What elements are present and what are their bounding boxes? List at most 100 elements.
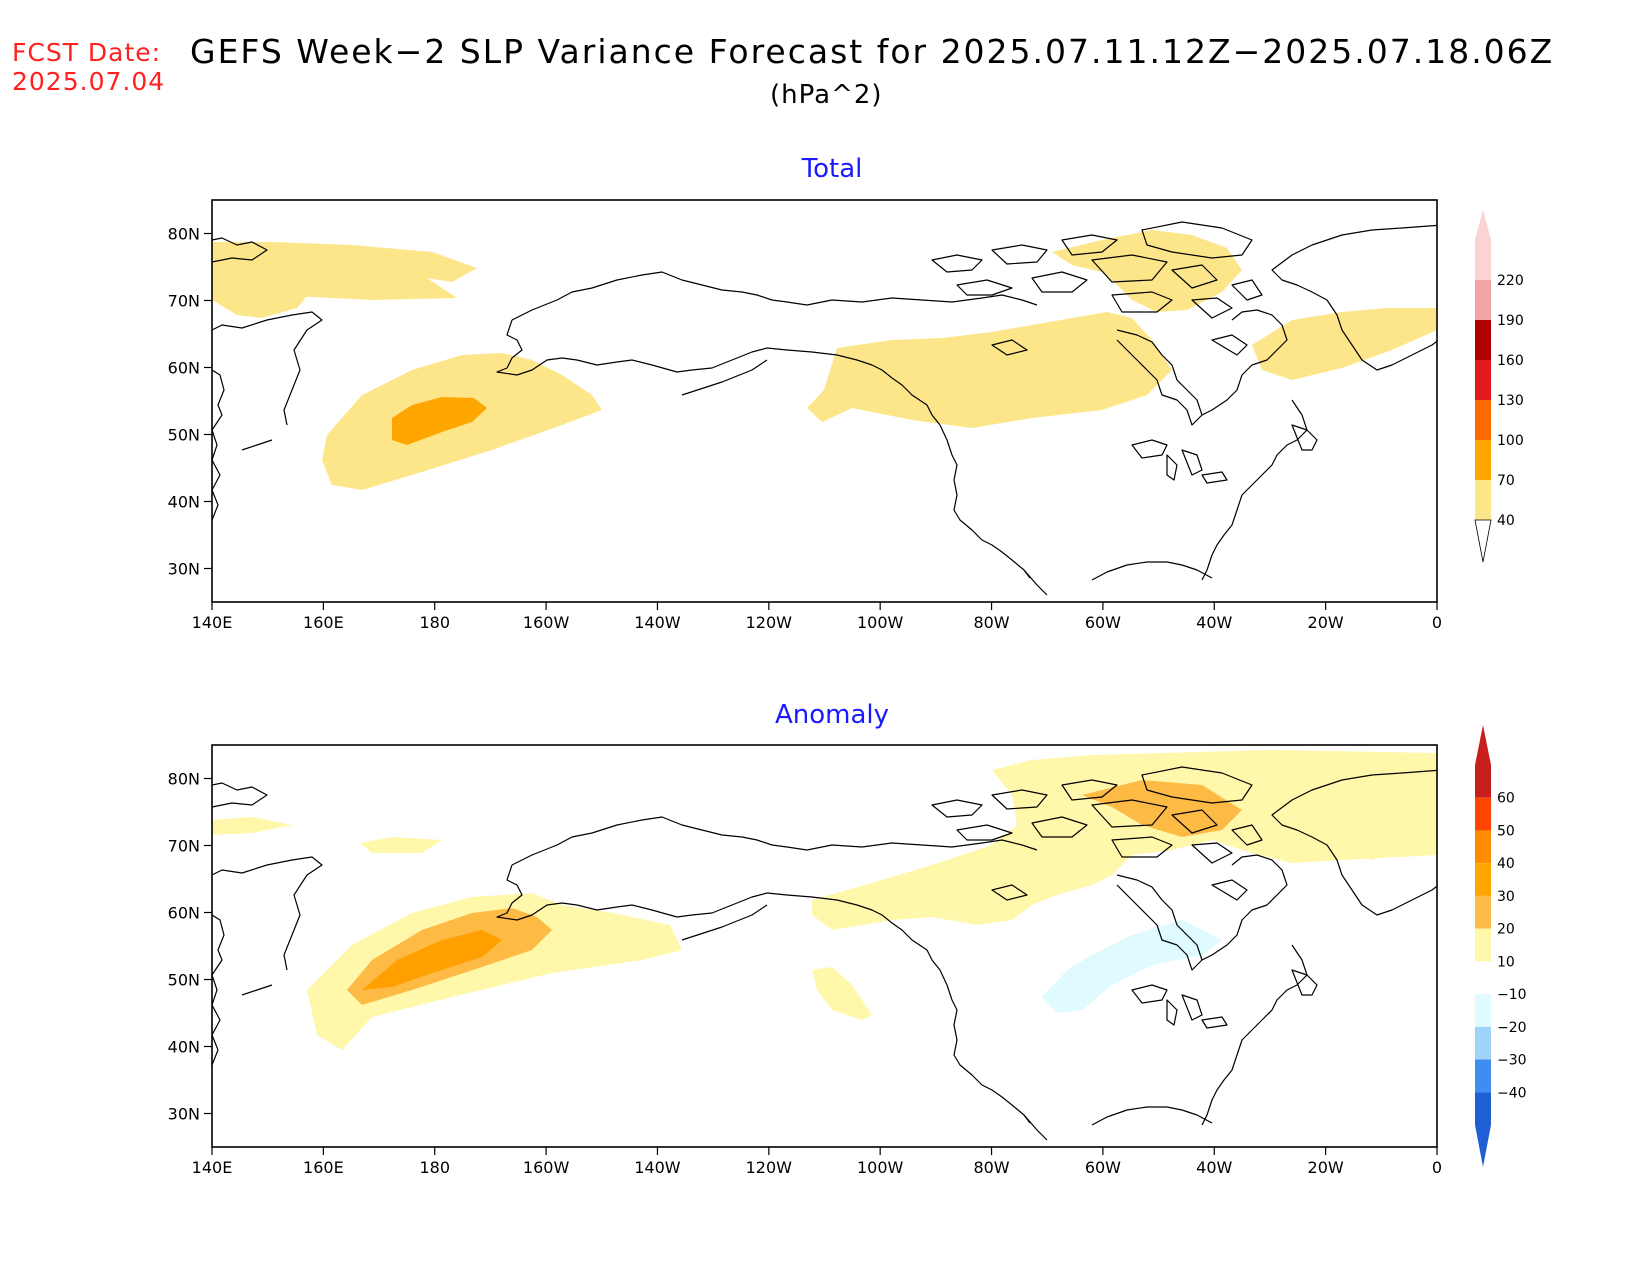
colorbar-anomaly-swatch <box>1475 928 1491 962</box>
anomaly-shading-30-40 <box>362 930 502 990</box>
colorbar-anomaly-swatch <box>1475 1026 1491 1060</box>
colorbar-total-label: 160 <box>1497 353 1524 369</box>
forecast-date-value: 2025.07.04 <box>12 67 166 96</box>
lat-tick-label: 70N <box>168 837 200 856</box>
lon-tick-label: 160W <box>523 1158 570 1177</box>
colorbar-total-swatch <box>1475 280 1491 320</box>
colorbar-anomaly-label: 30 <box>1497 889 1515 905</box>
lat-tick-label: 80N <box>168 770 200 789</box>
anomaly-shading-neg10-neg20 <box>1042 920 1222 1013</box>
lon-tick-label: 0 <box>1432 1158 1442 1177</box>
lon-tick-label: 40W <box>1196 613 1232 632</box>
colorbar-total-label: 130 <box>1497 393 1524 409</box>
lon-tick-label: 20W <box>1308 1158 1344 1177</box>
figure-units: (hPa^2) <box>770 80 883 110</box>
lon-tick-label: 140E <box>192 613 233 632</box>
lon-tick-label: 180 <box>419 1158 450 1177</box>
colorbar-anomaly-swatch <box>1475 863 1491 896</box>
lon-tick-label: 100W <box>857 613 904 632</box>
anomaly-shading-10-20 <box>212 750 1437 1050</box>
colorbar-total-lower-arrow <box>1474 519 1492 563</box>
colorbar-total-swatch <box>1475 320 1491 360</box>
panel-anomaly-title: Anomaly <box>775 700 889 730</box>
lon-tick-label: 160W <box>523 613 570 632</box>
lon-tick-label: 140W <box>634 1158 681 1177</box>
colorbar-total-upper-arrow <box>1475 210 1491 240</box>
colorbar-anomaly-swatch <box>1475 994 1491 1027</box>
lon-tick-label: 120W <box>746 613 793 632</box>
colorbar-total-swatch <box>1475 480 1491 520</box>
panel-anomaly-lon-labels: 140E 160E 180 160W 140W 120W 100W 80W 60W 40W 20W 0 <box>192 1147 1442 1177</box>
colorbar-total-label: 70 <box>1497 473 1515 489</box>
colorbar-total-labels: 40 70 100 130 160 190 220 <box>1497 273 1524 529</box>
colorbar-anomaly-swatches <box>1475 765 1491 1125</box>
figure-title: GEFS Week−2 SLP Variance Forecast for 20… <box>190 32 1555 71</box>
colorbar-anomaly-label: 20 <box>1497 922 1515 938</box>
colorbar-anomaly-labels: 60 50 40 30 20 10 −10 −20 −30 −40 <box>1497 791 1527 1102</box>
colorbar-anomaly-label: 10 <box>1497 954 1515 970</box>
panel-total-map: 140E 160E 180 160W 140W 120W 100W 80W 60W 40W 20W 0… <box>168 199 1442 632</box>
lat-tick-label: 60N <box>168 359 200 378</box>
lat-tick-label: 60N <box>168 904 200 923</box>
colorbar-total-swatch <box>1475 360 1491 400</box>
lat-tick-label: 40N <box>168 493 200 512</box>
panel-anomaly-frame <box>211 744 1438 1148</box>
lat-tick-label: 30N <box>168 1105 200 1124</box>
lon-tick-label: 140W <box>634 613 681 632</box>
colorbar-total-label: 100 <box>1497 433 1524 449</box>
panel-anomaly-colorbar: 60 50 40 30 20 10 −10 −20 −30 −40 <box>1475 725 1527 1167</box>
lon-tick-label: 180 <box>419 613 450 632</box>
colorbar-anomaly-swatch <box>1475 961 1491 995</box>
total-shading-70-100 <box>392 397 487 445</box>
panel-total-title: Total <box>801 154 863 184</box>
panel-total: Total 140E 16 <box>168 154 1524 632</box>
panel-anomaly-lat-labels: 80N 70N 60N 50N 40N 30N <box>168 770 212 1124</box>
colorbar-anomaly-label: 50 <box>1497 823 1515 839</box>
colorbar-anomaly-label: 40 <box>1497 856 1515 872</box>
lon-tick-label: 60W <box>1085 613 1121 632</box>
colorbar-anomaly-swatch <box>1475 830 1491 864</box>
lon-tick-label: 80W <box>973 1158 1009 1177</box>
colorbar-anomaly-swatch <box>1475 1092 1491 1125</box>
panel-anomaly-map: 140E 160E 180 160W 140W 120W 100W 80W 60W 40W 20W 0… <box>168 744 1442 1177</box>
panel-anomaly: Anomaly <box>168 700 1527 1177</box>
colorbar-anomaly-swatch <box>1475 797 1491 831</box>
panel-total-lat-labels: 80N 70N 60N 50N 40N 30N <box>168 225 212 579</box>
lon-tick-label: 160E <box>303 613 344 632</box>
total-shading-40-70 <box>212 230 1437 490</box>
colorbar-anomaly-swatch <box>1475 1059 1491 1093</box>
forecast-date-block: FCST Date: 2025.07.04 <box>12 38 165 96</box>
lon-tick-label: 0 <box>1432 613 1442 632</box>
colorbar-anomaly-label: −10 <box>1497 987 1527 1003</box>
panel-total-frame <box>211 199 1438 603</box>
panel-total-lon-labels: 140E 160E 180 160W 140W 120W 100W 80W 60W 40W 20W 0 <box>192 602 1442 632</box>
lon-tick-label: 20W <box>1308 613 1344 632</box>
lat-tick-label: 50N <box>168 971 200 990</box>
colorbar-anomaly-swatch <box>1475 765 1491 798</box>
lat-tick-label: 30N <box>168 560 200 579</box>
colorbar-anomaly-lower-arrow <box>1475 1125 1491 1167</box>
colorbar-total-label: 220 <box>1497 273 1524 289</box>
lon-tick-label: 80W <box>973 613 1009 632</box>
lon-tick-label: 160E <box>303 1158 344 1177</box>
colorbar-total-swatches <box>1475 240 1491 520</box>
colorbar-total-swatch <box>1475 440 1491 480</box>
panel-total-colorbar: 40 70 100 130 160 190 220 <box>1474 210 1524 563</box>
colorbar-anomaly-label: −30 <box>1497 1053 1527 1069</box>
lat-tick-label: 40N <box>168 1038 200 1057</box>
lat-tick-label: 80N <box>168 225 200 244</box>
colorbar-total-swatch <box>1475 400 1491 440</box>
colorbar-anomaly-label: −40 <box>1497 1085 1527 1101</box>
colorbar-anomaly-swatch <box>1475 895 1491 929</box>
lon-tick-label: 100W <box>857 1158 904 1177</box>
colorbar-total-label: 40 <box>1497 513 1515 529</box>
colorbar-anomaly-label: 60 <box>1497 791 1515 807</box>
lon-tick-label: 40W <box>1196 1158 1232 1177</box>
colorbar-total-swatch <box>1475 240 1491 280</box>
lon-tick-label: 60W <box>1085 1158 1121 1177</box>
lat-tick-label: 50N <box>168 426 200 445</box>
lat-tick-label: 70N <box>168 292 200 311</box>
forecast-date-label: FCST Date: <box>12 38 162 67</box>
colorbar-total-label: 190 <box>1497 313 1524 329</box>
